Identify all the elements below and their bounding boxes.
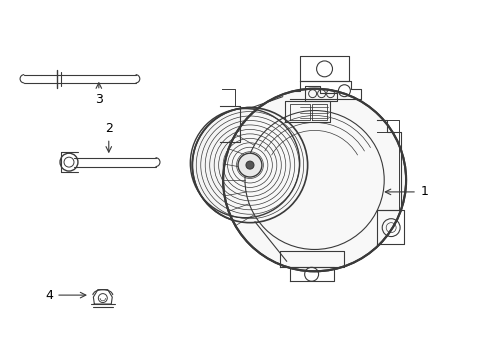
Text: 2: 2: [105, 122, 113, 135]
Text: 4: 4: [45, 289, 53, 302]
Text: 3: 3: [95, 93, 103, 106]
Circle shape: [223, 89, 406, 271]
Text: 1: 1: [421, 185, 429, 198]
Circle shape: [246, 161, 254, 169]
Circle shape: [192, 108, 308, 223]
Circle shape: [238, 153, 262, 177]
